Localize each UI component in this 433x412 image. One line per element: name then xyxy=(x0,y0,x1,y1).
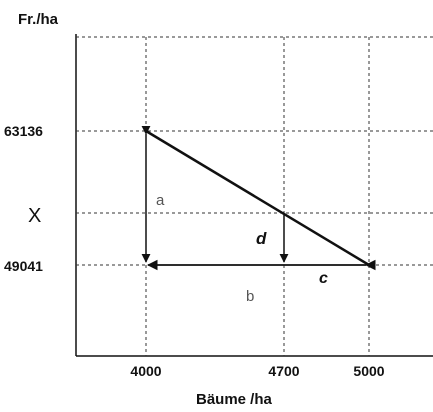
x-tick-label-4000: 4000 xyxy=(130,363,161,379)
x-tick-label-5000: 5000 xyxy=(353,363,384,379)
label-a: a xyxy=(156,192,165,209)
x-tick-label-4700: 4700 xyxy=(268,363,299,379)
grid xyxy=(76,36,433,356)
x-axis-title: Bäume /ha xyxy=(196,391,273,408)
y-marker-label: X xyxy=(28,205,41,227)
label-c: c xyxy=(319,270,328,287)
interpolation-line xyxy=(145,129,370,267)
label-d: d xyxy=(256,229,267,248)
y-tick-label-63136: 63136 xyxy=(4,123,43,139)
y-tick-label-49041: 49041 xyxy=(4,258,43,274)
y-axis-title: Fr./ha xyxy=(18,11,59,28)
label-b: b xyxy=(246,288,254,305)
